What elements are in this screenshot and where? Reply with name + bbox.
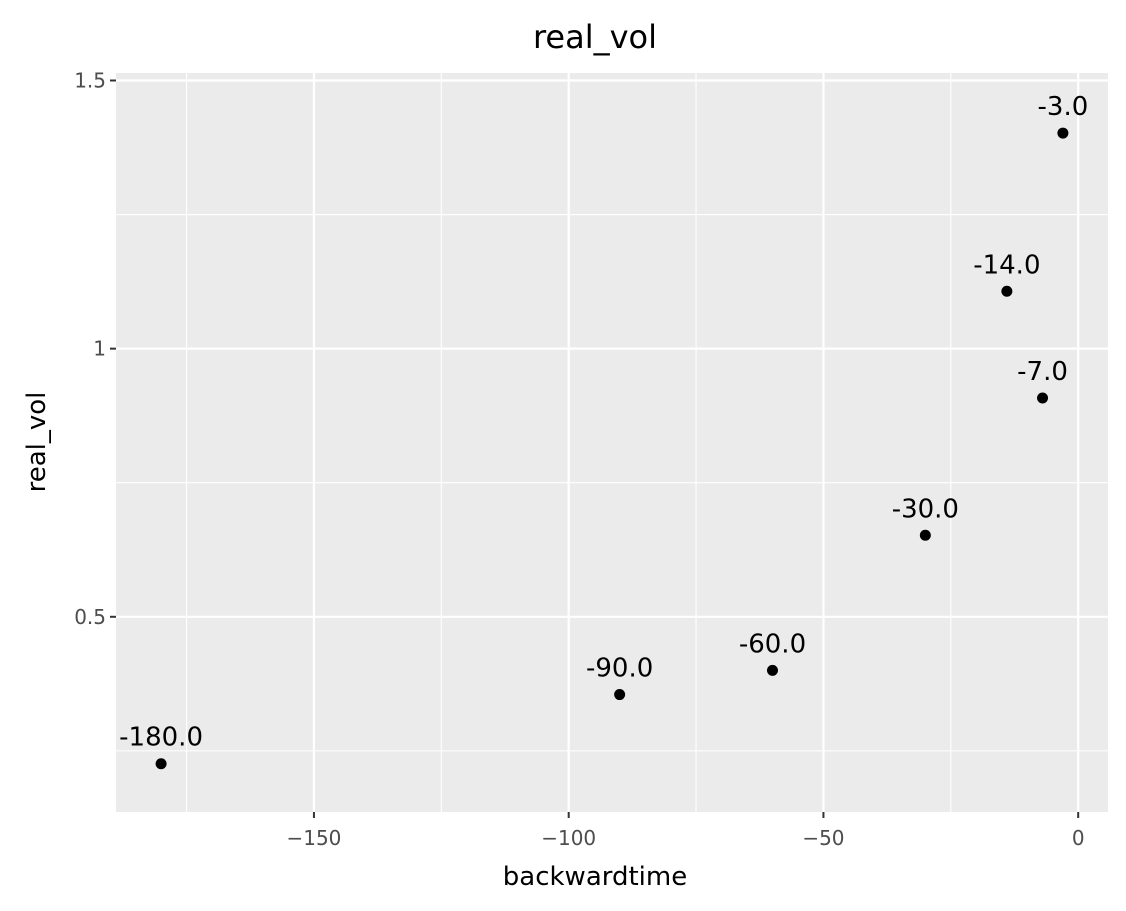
major-gridlines (116, 73, 1108, 812)
data-label: -180.0 (119, 723, 203, 753)
minor-gridlines (116, 73, 1108, 812)
y-tick-label: 0.5 (74, 605, 106, 629)
data-label: -90.0 (586, 654, 653, 684)
plot-panel (116, 73, 1108, 812)
x-axis-title: backwardtime (503, 862, 687, 892)
data-point (919, 529, 931, 541)
y-axis: 0.5 1 1.5 (74, 69, 116, 629)
data-label: -7.0 (1017, 357, 1068, 387)
data-labels: -180.0 -90.0 -60.0 -30.0 -14.0 -7.0 -3.0 (119, 92, 1088, 753)
data-label: -3.0 (1038, 92, 1089, 122)
data-label: -60.0 (739, 629, 806, 659)
y-tick-label: 1 (93, 337, 106, 361)
data-point (1037, 392, 1049, 404)
data-point (1001, 285, 1013, 297)
y-tick-label: 1.5 (74, 69, 106, 93)
x-axis: −150 −100 −50 0 (286, 812, 1085, 850)
data-point (155, 758, 167, 770)
x-tick-label: 0 (1072, 826, 1085, 850)
data-point (1057, 127, 1069, 139)
data-point (614, 689, 626, 701)
y-axis-title: real_vol (22, 392, 52, 493)
data-label: -14.0 (973, 250, 1040, 280)
x-tick-label: −100 (541, 826, 596, 850)
chart-title: real_vol (533, 18, 657, 56)
data-point (766, 664, 778, 676)
x-tick-label: −50 (802, 826, 844, 850)
data-label: -30.0 (892, 494, 959, 524)
x-tick-label: −150 (286, 826, 341, 850)
data-points (155, 127, 1069, 770)
